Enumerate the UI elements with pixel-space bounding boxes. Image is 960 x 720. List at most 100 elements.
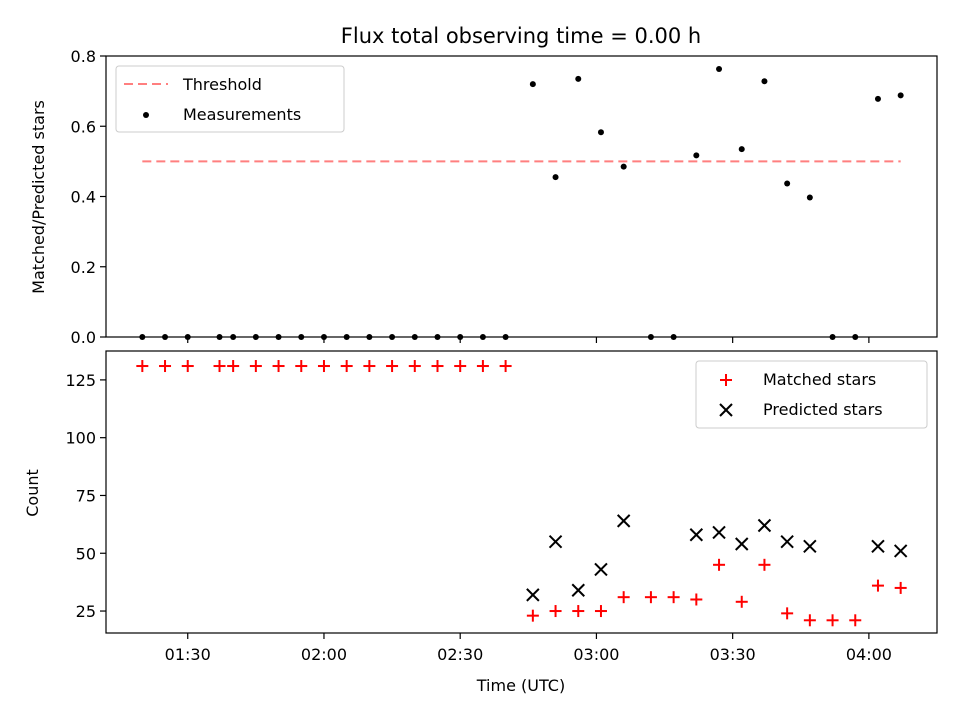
top-y-tick-label: 0.8 [71, 47, 96, 66]
matched-star-point [181, 360, 194, 373]
predicted-stars-points [526, 514, 908, 602]
matched-star-point [408, 360, 421, 373]
measurement-point [275, 334, 282, 340]
measurement-point [230, 334, 237, 340]
measurement-point [529, 81, 536, 88]
matched-star-point [572, 605, 585, 618]
predicted-star-point [893, 544, 908, 558]
matched-star-point [667, 591, 680, 604]
top-legend-box [115, 65, 345, 133]
matched-star-point [549, 605, 562, 618]
matched-star-point [431, 360, 444, 373]
bottom-panel: 25 50 75 100 125 01:30 02:00 02:30 03:00 03:30 04… [23, 350, 938, 695]
measurement-point [479, 334, 486, 340]
predicted-star-point [571, 583, 585, 597]
matched-star-point [476, 360, 489, 373]
bottom-y-ticks: 25 50 75 100 125 [65, 371, 106, 621]
x-tick-label: 01:30 [165, 645, 211, 664]
measurement-point [252, 334, 259, 340]
matched-star-point [871, 579, 884, 592]
predicted-star-point [616, 514, 631, 528]
x-tick-label: 02:00 [301, 645, 347, 664]
x-tick-label: 02:30 [437, 645, 483, 664]
top-y-tick-label: 0.2 [71, 258, 96, 277]
predicted-star-point [548, 534, 563, 549]
legend-matched-swatch [720, 374, 732, 386]
measurement-point [184, 334, 191, 340]
measurement-point [897, 92, 904, 99]
top-y-ticks: 0.0 0.2 0.4 0.6 0.8 [71, 47, 106, 347]
matched-star-point [499, 360, 512, 373]
predicted-star-point [689, 528, 704, 542]
matched-star-point [690, 593, 703, 606]
legend-threshold-label: Threshold [182, 75, 262, 94]
bottom-y-axis-label: Count [23, 469, 42, 517]
matched-star-point [849, 614, 862, 627]
measurement-point [738, 146, 745, 153]
bottom-y-tick-label: 125 [65, 371, 96, 390]
legend-measurements-swatch [143, 112, 149, 118]
predicted-star-point [526, 588, 540, 602]
measurement-point [597, 129, 604, 136]
measurement-point [457, 334, 464, 340]
matched-star-point [249, 360, 262, 373]
measurement-point [575, 75, 582, 82]
matched-star-point [136, 360, 149, 373]
matched-star-point [803, 614, 816, 627]
bottom-legend: Matched stars Predicted stars [695, 360, 928, 429]
predicted-star-point [871, 539, 885, 554]
measurement-point [670, 334, 677, 340]
predicted-star-point [712, 525, 726, 540]
top-y-tick-label: 0.0 [71, 328, 96, 347]
x-tick-label: 03:30 [710, 645, 756, 664]
measurement-point [761, 78, 768, 85]
matched-star-point [758, 558, 771, 571]
measurement-point [216, 334, 223, 340]
matched-star-point [826, 614, 839, 627]
predicted-star-point [594, 562, 608, 577]
measurement-point [716, 65, 723, 72]
matched-star-point [526, 609, 539, 622]
measurement-point [693, 152, 700, 159]
measurement-point [366, 334, 373, 340]
top-x-ticks [187, 337, 870, 343]
matched-star-point [894, 581, 907, 594]
measurement-point [139, 334, 146, 340]
x-tick-label: 04:00 [846, 645, 892, 664]
matched-star-point [713, 558, 726, 571]
bottom-y-tick-label: 50 [76, 544, 96, 563]
x-tick-label: 03:00 [573, 645, 619, 664]
legend-matched-label: Matched stars [763, 370, 876, 389]
measurement-point [502, 334, 509, 340]
matched-star-point [363, 360, 376, 373]
measurement-point [647, 334, 654, 340]
predicted-star-point [735, 537, 749, 551]
bottom-y-tick-label: 25 [76, 602, 96, 621]
measurement-point [852, 334, 859, 340]
matched-star-point [213, 360, 226, 373]
matched-star-point [594, 605, 607, 618]
bottom-x-ticks: 01:30 02:00 02:30 03:00 03:30 04:00 [165, 633, 892, 664]
chart-title: Flux total observing time = 0.00 h [341, 24, 701, 48]
matched-star-point [340, 360, 353, 373]
legend-measurements-label: Measurements [183, 105, 301, 124]
measurement-point [434, 334, 441, 340]
predicted-star-point [757, 518, 772, 533]
bottom-plot-frame [105, 350, 938, 634]
bottom-y-tick-label: 100 [65, 429, 96, 448]
bottom-y-tick-label: 75 [76, 486, 96, 505]
matched-star-point [317, 360, 330, 373]
measurement-point [829, 334, 836, 340]
matched-star-point [295, 360, 308, 373]
predicted-star-point [780, 534, 794, 549]
matched-stars-points [136, 360, 907, 627]
matched-star-point [781, 607, 794, 620]
matched-star-point [227, 360, 240, 373]
bottom-legend-box [695, 360, 928, 429]
top-y-tick-label: 0.6 [71, 117, 96, 136]
x-axis-label: Time (UTC) [476, 676, 565, 695]
measurement-points [139, 65, 904, 340]
measurement-point [552, 174, 559, 181]
measurement-point [806, 194, 813, 201]
